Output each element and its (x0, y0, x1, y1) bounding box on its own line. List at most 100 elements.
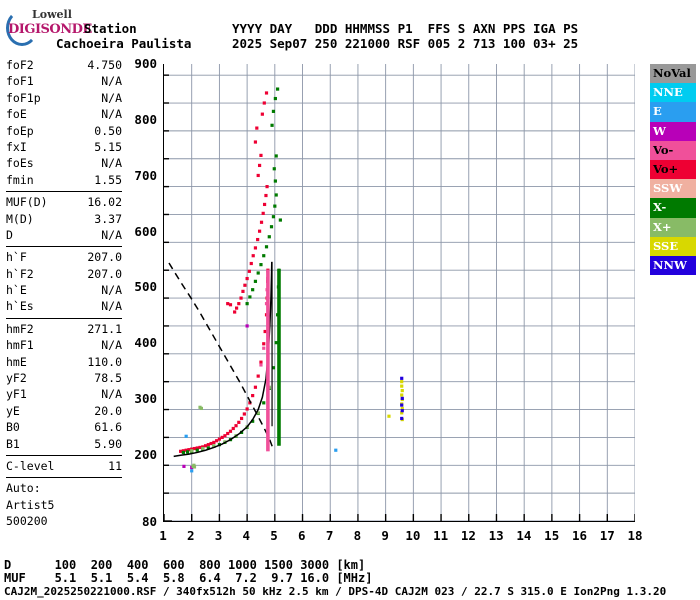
x-tick-label: 4 (242, 528, 251, 543)
series-NNW-cluster (400, 376, 404, 421)
param-name: D (6, 227, 13, 242)
series-profile-curve (173, 261, 273, 458)
param-group-muf: MUF(D) 16.02 M(D) 3.37 D N/A (4, 195, 124, 244)
x-tick-label: 10 (405, 528, 421, 543)
param-name: foF2 (6, 58, 34, 72)
x-tick-label: 15 (544, 528, 560, 543)
series-SSE-cluster (387, 380, 404, 422)
divider (6, 317, 122, 319)
param-row: yE 20.0 (4, 404, 124, 420)
param-value: 1.55 (94, 172, 122, 187)
param-group-profile: hmF2 271.1 hmF1 N/A hmE 110.0 yF2 78.5 yF1 N/… (4, 322, 124, 453)
param-row: yF2 78.5 (4, 371, 124, 387)
x-tick-label: 9 (381, 528, 389, 543)
param-value: 3.37 (94, 211, 122, 226)
param-name: hmF1 (6, 338, 34, 353)
logo-digisonde-text: DIGISONDE (8, 22, 92, 37)
legend-item-vo-[interactable]: Vo- (650, 140, 696, 160)
param-name: foF1 (6, 74, 34, 89)
param-value: 5.15 (94, 139, 122, 154)
param-row: fmin 1.55 (4, 173, 124, 189)
digisonde-logo: Lowell DIGISONDE (6, 8, 102, 46)
param-value: 11 (108, 458, 122, 473)
param-value: 5.90 (94, 436, 122, 451)
param-row: foF1 N/A (4, 74, 124, 90)
legend-item-x-[interactable]: X- (650, 198, 696, 218)
file-info-line: CAJ2M_2025250221000.RSF / 340fx512h 50 k… (4, 585, 667, 598)
param-value: N/A (101, 107, 122, 122)
param-row: foEp 0.50 (4, 124, 124, 140)
divider (6, 477, 122, 479)
x-tick-label: 2 (186, 528, 195, 543)
param-row: fxI 5.15 (4, 140, 124, 156)
parameter-panel: foF2 4.750 foF1 N/A foF1p N/A foE N/A foEp 0.… (4, 58, 124, 531)
param-name: fxI (6, 139, 27, 154)
param-row: h`F2 207.0 (4, 267, 124, 283)
param-name: foF1p (6, 90, 41, 105)
param-row: hmF1 N/A (4, 338, 124, 354)
series-O-trace (179, 268, 270, 453)
param-value: 61.6 (94, 420, 122, 435)
param-value: 110.0 (87, 354, 122, 369)
legend-item-w[interactable]: W (650, 121, 696, 141)
param-row: h`E N/A (4, 283, 124, 299)
param-name: C-level (6, 458, 55, 473)
param-row: C-level 11 (4, 459, 124, 475)
param-row: h`Es N/A (4, 299, 124, 315)
param-row: D N/A (4, 228, 124, 244)
legend-item-vo-[interactable]: Vo+ (650, 159, 696, 180)
y-tick-label: 400 (134, 335, 157, 351)
param-value: 0.50 (94, 123, 122, 138)
legend-item-nne[interactable]: NNE (650, 83, 696, 103)
y-tick-label: 200 (134, 446, 157, 462)
legend-item-ssw[interactable]: SSW (650, 179, 696, 199)
param-value: N/A (101, 299, 122, 314)
y-tick-label: 600 (134, 223, 157, 239)
param-name: B1 (6, 436, 20, 451)
x-tick-label: 7 (325, 528, 334, 543)
param-value: 20.0 (94, 403, 122, 418)
ionogram-canvas (164, 64, 635, 521)
param-name: B0 (6, 420, 20, 435)
param-value: 271.1 (87, 321, 122, 336)
param-group-virtual-heights: h`F 207.0 h`F2 207.0 h`E N/A h`Es N/A (4, 250, 124, 316)
y-tick-label: 800 (134, 111, 157, 127)
station-label: Station (84, 21, 137, 36)
header-column-names: YYYY DAY DDD HHMMSS P1 FFS S AXN PPS IGA… (232, 21, 579, 36)
y-tick-label: 700 (134, 167, 157, 183)
legend-item-nnw[interactable]: NNW (650, 255, 696, 276)
series-X-trace (181, 268, 281, 455)
legend-item-x-[interactable]: X+ (650, 217, 696, 237)
param-row: hmE 110.0 (4, 355, 124, 371)
cusp-bar (277, 269, 281, 446)
param-value: N/A (101, 156, 122, 171)
param-row: M(D) 3.37 (4, 212, 124, 228)
param-group-clevel: C-level 11 (4, 459, 124, 475)
param-name: foEs (6, 156, 34, 171)
arc-icon (6, 10, 38, 46)
x-tick-label: 17 (599, 528, 615, 543)
ionogram-plot[interactable] (163, 64, 635, 522)
x-tick-label: 18 (627, 528, 643, 543)
param-name: MUF(D) (6, 195, 48, 210)
param-value: N/A (101, 227, 122, 242)
legend-item-e[interactable]: E (650, 102, 696, 122)
param-value: 207.0 (87, 266, 122, 281)
divider (6, 454, 122, 456)
divider (6, 191, 122, 193)
param-value: N/A (101, 338, 122, 353)
param-name: yF1 (6, 387, 27, 402)
direction-legend[interactable]: NoVal NNE E W Vo- Vo+ SSW X- X+ SSE NNW (650, 64, 696, 276)
param-row: hmF2 271.1 (4, 322, 124, 338)
param-row: foEs N/A (4, 156, 124, 172)
cusp-bar (266, 270, 270, 452)
x-tick-label: 3 (214, 528, 223, 543)
param-name: fmin (6, 172, 34, 187)
legend-item-sse[interactable]: SSE (650, 236, 696, 256)
series-muf-dashed-curve (168, 262, 274, 448)
legend-item-noval[interactable]: NoVal (650, 64, 696, 84)
param-row: B1 5.90 (4, 437, 124, 453)
param-row: h`F 207.0 (4, 250, 124, 266)
x-tick-label: 5 (270, 528, 278, 543)
param-name: h`F (6, 250, 27, 265)
